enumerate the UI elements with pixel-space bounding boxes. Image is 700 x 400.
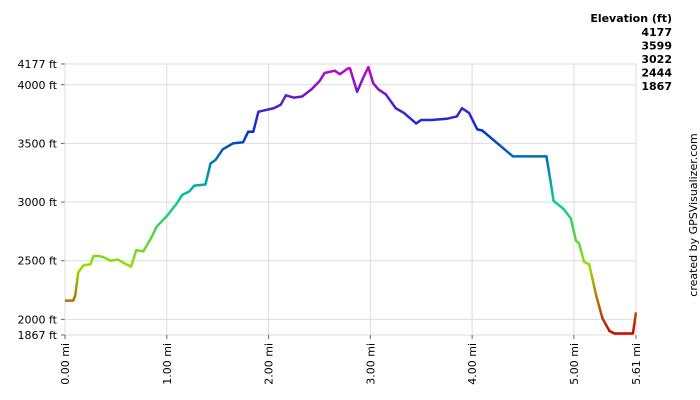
x-tick-label: 5.61 mi (630, 343, 643, 385)
x-tick-label: 0.00 mi (59, 343, 72, 385)
y-tick-label: 1867 ft (18, 329, 58, 342)
elevation-line (65, 65, 638, 335)
y-tick-label: 3000 ft (18, 196, 58, 209)
y-tick-label: 4177 ft (18, 58, 58, 71)
plot-frame (64, 63, 637, 336)
x-tick-label: 2.00 mi (263, 343, 276, 385)
y-tick-label: 2000 ft (18, 313, 58, 326)
x-tick-label: 3.00 mi (364, 343, 377, 385)
x-tick-label: 5.00 mi (568, 343, 581, 385)
y-tick-label: 3500 ft (18, 137, 58, 150)
x-tick-label: 1.00 mi (161, 343, 174, 385)
legend-value: 1867 (641, 80, 672, 93)
legend-value: 3022 (641, 53, 672, 66)
legend-value: 3599 (641, 40, 672, 53)
legend-title: Elevation (ft) (590, 12, 672, 25)
y-tick-label: 2500 ft (18, 255, 58, 268)
credit: created by GPSVisualizer.com (687, 133, 700, 296)
x-tick-label: 4.00 mi (466, 343, 479, 385)
legend-value: 2444 (641, 67, 672, 80)
legend-value: 4177 (641, 26, 672, 39)
y-tick-label: 4000 ft (18, 79, 58, 92)
